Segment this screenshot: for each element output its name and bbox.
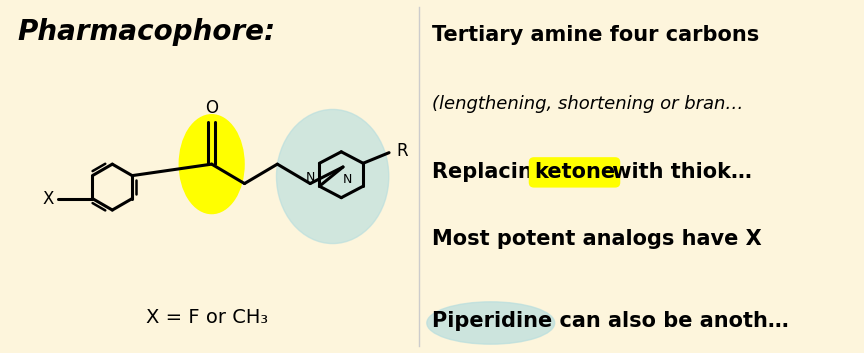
Text: N: N [306,172,315,184]
Text: Most potent analogs have X: Most potent analogs have X [432,229,762,250]
Text: with thiok…: with thiok… [605,162,752,183]
Ellipse shape [180,115,245,214]
Text: Replacing: Replacing [432,162,555,183]
Text: X = F or CH₃: X = F or CH₃ [146,308,269,327]
Text: N: N [343,173,352,186]
Text: X: X [42,190,54,208]
Text: Piperidine can also be anoth…: Piperidine can also be anoth… [432,311,789,331]
Ellipse shape [427,302,555,344]
Text: R: R [396,142,408,160]
Text: O: O [205,99,219,116]
Ellipse shape [276,109,389,244]
Text: Pharmacophore:: Pharmacophore: [17,18,276,46]
Text: Tertiary amine four carbons: Tertiary amine four carbons [432,25,759,45]
Text: (lengthening, shortening or bran…: (lengthening, shortening or bran… [432,95,743,113]
Text: ketone: ketone [534,162,615,183]
